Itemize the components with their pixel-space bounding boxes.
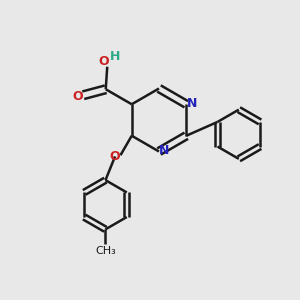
Text: O: O [110, 150, 120, 163]
Text: H: H [110, 50, 120, 63]
Text: CH₃: CH₃ [95, 246, 116, 256]
Text: N: N [187, 97, 197, 110]
Text: O: O [73, 90, 83, 103]
Text: N: N [159, 144, 170, 157]
Text: O: O [98, 55, 109, 68]
